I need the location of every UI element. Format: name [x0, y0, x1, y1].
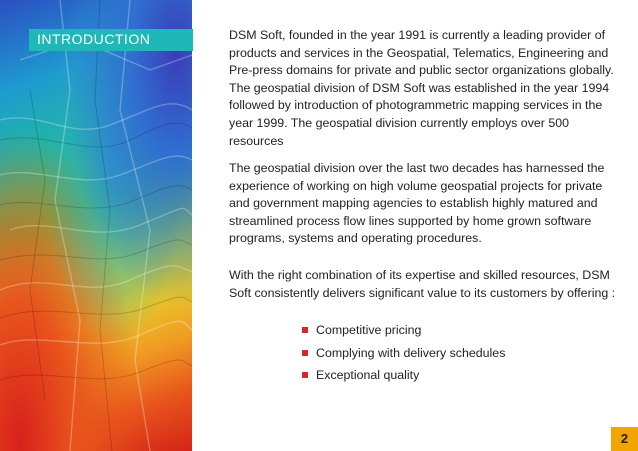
intro-paragraph-1: DSM Soft, founded in the year 1991 is cu…	[229, 28, 614, 148]
square-bullet-icon	[302, 349, 308, 356]
square-bullet-icon	[302, 372, 308, 378]
list-item: Complying with delivery schedules	[302, 345, 602, 368]
list-item-label: Complying with delivery schedules	[316, 345, 506, 360]
terrain-texture	[0, 0, 192, 451]
section-title: INTRODUCTION	[37, 31, 151, 47]
section-title-bar: INTRODUCTION	[29, 29, 193, 51]
page-number-badge: 2	[611, 427, 638, 451]
offering-list: Competitive pricing Complying with deliv…	[302, 322, 602, 390]
page-number: 2	[620, 431, 629, 446]
square-bullet-icon	[302, 327, 308, 333]
body-content: DSM Soft, founded in the year 1991 is cu…	[229, 27, 621, 382]
intro-paragraph-3: With the right combination of its expert…	[229, 268, 616, 300]
list-item: Competitive pricing	[302, 322, 602, 345]
intro-paragraph-2: The geospatial division over the last tw…	[229, 161, 605, 246]
list-item-label: Competitive pricing	[316, 323, 422, 337]
terrain-relief-image	[0, 0, 192, 451]
list-item: Exceptional quality	[302, 367, 602, 390]
list-item-label: Exceptional quality	[316, 368, 420, 382]
